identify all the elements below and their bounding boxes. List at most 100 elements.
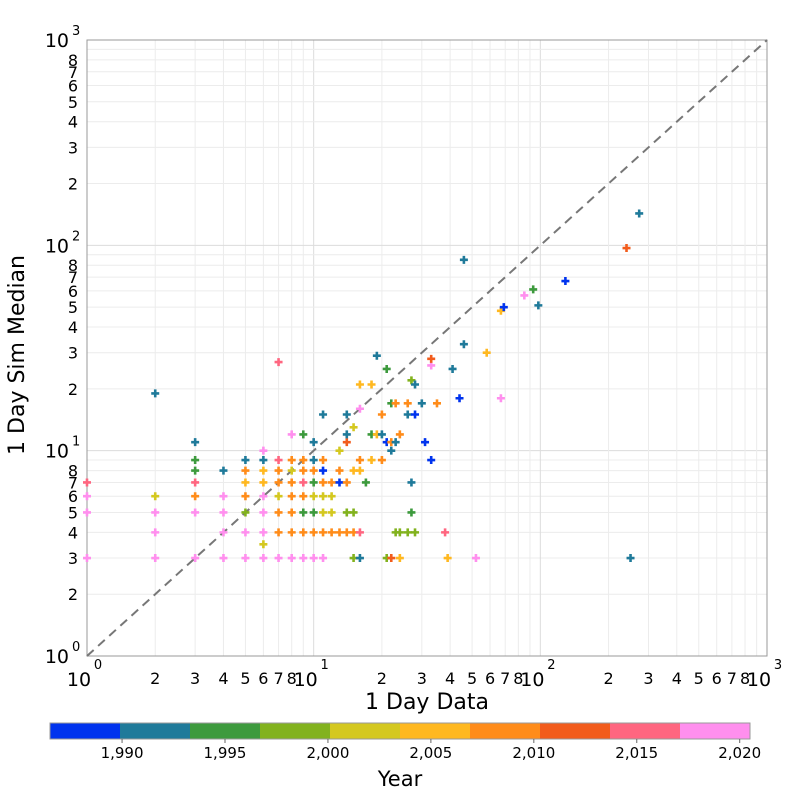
- x-major-tick-exponent: 1: [321, 658, 329, 673]
- data-point: [377, 410, 386, 419]
- data-point: [299, 466, 308, 475]
- data-point: [83, 508, 91, 517]
- data-point: [151, 528, 160, 537]
- data-point: [83, 554, 91, 563]
- colorbar-tick-label: 2,015: [615, 744, 658, 762]
- data-point: [191, 456, 200, 465]
- data-point: [191, 554, 200, 563]
- x-minor-tick-label: 8: [513, 669, 523, 688]
- x-minor-tick-label: 8: [740, 669, 750, 688]
- y-minor-tick-label: 8: [68, 462, 78, 481]
- data-point: [327, 528, 336, 537]
- data-point: [411, 528, 420, 537]
- data-point: [427, 456, 436, 465]
- data-point: [355, 466, 364, 475]
- x-minor-tick-label: 7: [500, 669, 510, 688]
- y-major-tick-label: 10: [45, 441, 69, 463]
- y-minor-tick-label: 7: [68, 63, 78, 82]
- data-point: [455, 394, 464, 403]
- data-point: [309, 456, 318, 465]
- colorbar-tick-label: 2,005: [409, 744, 452, 762]
- data-point: [83, 492, 91, 501]
- data-point: [191, 492, 200, 501]
- data-point: [441, 528, 450, 537]
- data-point: [459, 340, 468, 349]
- colorbar-band: [610, 723, 681, 739]
- data-point: [432, 399, 441, 408]
- data-point: [241, 554, 250, 563]
- y-major-tick-exponent: 3: [72, 24, 80, 39]
- x-minor-tick-label: 4: [218, 669, 228, 688]
- data-point: [309, 438, 318, 447]
- x-major-tick-label: 10: [294, 669, 318, 691]
- data-point: [482, 348, 491, 357]
- data-point: [335, 478, 344, 487]
- data-point: [335, 528, 344, 537]
- x-major-tick-exponent: 2: [547, 658, 555, 673]
- data-point: [355, 554, 364, 563]
- data-point: [448, 364, 457, 373]
- data-point: [355, 528, 364, 537]
- colorbar-band: [50, 723, 121, 739]
- data-point: [622, 244, 631, 253]
- data-point: [287, 456, 296, 465]
- x-minor-tick-label: 5: [694, 669, 704, 688]
- data-point: [342, 478, 351, 487]
- y-minor-tick-label: 8: [68, 256, 78, 275]
- data-point: [191, 438, 200, 447]
- data-points: [83, 209, 644, 563]
- data-point: [219, 554, 228, 563]
- data-point: [327, 508, 336, 517]
- data-point: [241, 528, 250, 537]
- grid: [86, 39, 768, 657]
- y-minor-tick-label: 4: [68, 113, 78, 132]
- colorbar-band: [680, 723, 751, 739]
- data-point: [299, 478, 308, 487]
- data-point: [534, 301, 543, 310]
- data-point: [309, 554, 318, 563]
- x-major-tick-exponent: 0: [94, 658, 102, 673]
- data-point: [561, 277, 570, 286]
- y-minor-tick-label: 3: [68, 344, 78, 363]
- data-point: [319, 508, 328, 517]
- data-point: [274, 466, 283, 475]
- y-major-tick-exponent: 1: [72, 435, 80, 450]
- data-point: [372, 351, 381, 360]
- y-minor-tick-label: 6: [68, 77, 78, 96]
- data-point: [355, 456, 364, 465]
- data-point: [355, 380, 364, 389]
- data-point: [259, 478, 268, 487]
- data-point: [259, 540, 268, 549]
- data-point: [319, 410, 328, 419]
- data-point: [367, 456, 376, 465]
- colorbar-band: [190, 723, 261, 739]
- data-point: [287, 466, 296, 475]
- data-point: [259, 456, 268, 465]
- data-point: [287, 508, 296, 517]
- colorbar-tick-label: 1,995: [204, 744, 247, 762]
- colorbar-tick-label: 1,990: [101, 744, 144, 762]
- data-point: [241, 478, 250, 487]
- colorbar-tick-label: 2,000: [306, 744, 349, 762]
- y-major-tick-exponent: 0: [72, 640, 80, 655]
- x-minor-tick-label: 6: [258, 669, 268, 688]
- data-point: [407, 508, 416, 517]
- data-point: [299, 456, 308, 465]
- data-point: [151, 554, 160, 563]
- data-point: [309, 528, 318, 537]
- x-minor-tick-label: 3: [190, 669, 200, 688]
- data-point: [377, 430, 386, 439]
- data-point: [342, 430, 351, 439]
- data-point: [395, 430, 404, 439]
- colorbar-tick-label: 2,020: [718, 744, 761, 762]
- colorbar-title: Year: [377, 767, 423, 791]
- data-point: [382, 364, 391, 373]
- y-minor-tick-label: 4: [68, 318, 78, 337]
- x-minor-tick-label: 2: [377, 669, 387, 688]
- colorbar-band: [470, 723, 541, 739]
- data-point: [626, 554, 635, 563]
- data-point: [387, 446, 396, 455]
- data-point: [327, 492, 336, 501]
- y-minor-tick-label: 7: [68, 268, 78, 287]
